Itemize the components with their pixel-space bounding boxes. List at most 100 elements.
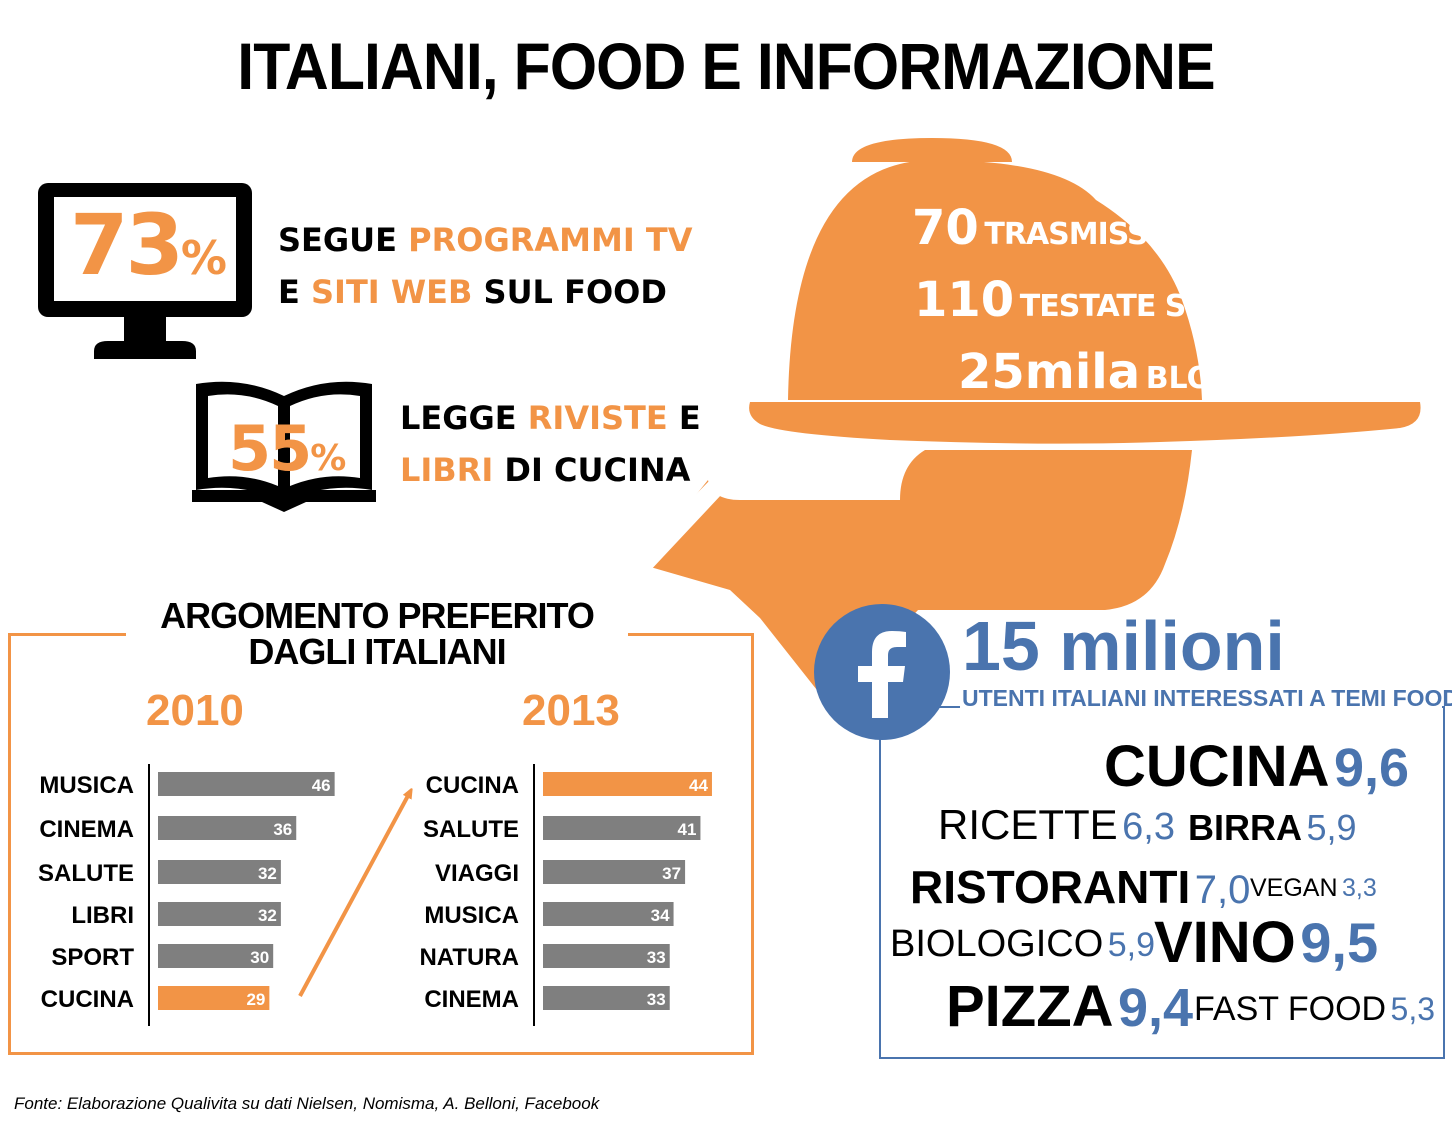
books-percent: 55% <box>228 412 346 485</box>
source-note: Fonte: Elaborazione Qualivita su dati Ni… <box>14 1094 600 1113</box>
topic-word: VINO <box>1154 910 1296 975</box>
category-label: VIAGGI <box>435 860 519 887</box>
media-press-stat: 110 TESTATE STAMPA <box>914 272 1295 328</box>
bar-value-label: 36 <box>273 820 292 839</box>
tv-percent: 73% <box>70 196 227 294</box>
facebook-subtitle: UTENTI ITALIANI INTERESSATI A TEMI FOOD <box>962 685 1452 711</box>
chart-title: ARGOMENTO PREFERITO DAGLI ITALIANI <box>126 596 628 674</box>
category-label: MUSICA <box>424 902 519 929</box>
facebook-headline: 15 milioni <box>962 607 1285 685</box>
topic-word: FAST FOOD <box>1194 990 1387 1028</box>
topic-vino: VINO 9,5 <box>1154 914 1378 972</box>
topic-pizza: PIZZA 9,4 <box>946 978 1193 1036</box>
topic-word: PIZZA <box>946 974 1114 1039</box>
bar-2010-musica <box>158 772 335 796</box>
monitor-icon <box>38 183 252 359</box>
category-label: MUSICA <box>39 772 134 799</box>
year-2013-label: 2013 <box>522 686 620 735</box>
topic-fast-food: FAST FOOD 5,3 <box>1194 992 1435 1026</box>
tv-text-segment: SEGUE <box>278 221 409 259</box>
media-blog-stat: 25mila BLOG <box>958 344 1237 400</box>
topic-value: 5,9 <box>1306 807 1357 848</box>
bar-value-label: 33 <box>647 948 666 967</box>
bar-value-label: 41 <box>678 820 697 839</box>
bar-2013-viaggi <box>543 860 686 884</box>
media-tv-label: TRASMISSIONI TV <box>984 217 1268 252</box>
topic-birra: BIRRA 5,9 <box>1188 810 1357 846</box>
category-label: CINEMA <box>424 986 519 1013</box>
topic-value: 5,9 <box>1107 926 1155 964</box>
bar-value-label: 32 <box>258 906 277 925</box>
page-title: ITALIANI, FOOD E INFORMAZIONE <box>237 29 1215 103</box>
tv-text-highlight: PROGRAMMI TV <box>408 221 693 259</box>
bar-chart: 46 MUSICA 36 CINEMA 32 SALUTE 32 LIBRI 30 SPORT 29… <box>38 764 712 1026</box>
topic-cucina: CUCINA 9,6 <box>1104 738 1409 796</box>
books-text-segment: DI CUCINA <box>493 451 691 489</box>
chart-title-line2: DAGLI ITALIANI <box>248 631 506 672</box>
facebook-icon <box>814 604 950 740</box>
tv-text-highlight: SITI WEB <box>311 273 473 311</box>
bar-2010-cinema <box>158 816 297 840</box>
topic-value: 9,4 <box>1118 978 1194 1038</box>
category-label: SALUTE <box>38 860 134 887</box>
category-label: CINEMA <box>39 816 134 843</box>
bar-2010-libri <box>158 902 281 926</box>
bar-2013-natura <box>543 944 670 968</box>
bar-2010-salute <box>158 860 281 884</box>
media-tv-stat: 70 TRASMISSIONI TV <box>912 200 1269 256</box>
media-tv-number: 70 <box>912 200 979 256</box>
bar-2013-cinema <box>543 986 670 1010</box>
facebook-subtitle-backdrop <box>960 690 1442 714</box>
category-label: LIBRI <box>71 902 134 929</box>
topic-word: RICETTE <box>938 801 1118 848</box>
tv-percent-unit: % <box>180 231 227 285</box>
category-label: NATURA <box>419 944 519 971</box>
topic-ristoranti: RISTORANTI 7,0 <box>910 864 1250 910</box>
bar-value-label: 44 <box>689 776 708 795</box>
bar-value-label: 37 <box>662 864 681 883</box>
year-2010-label: 2010 <box>146 686 244 735</box>
topic-value: 9,5 <box>1300 911 1379 974</box>
bar-2010-sport <box>158 944 274 968</box>
tv-percent-number: 73 <box>70 196 184 294</box>
topic-word: BIOLOGICO <box>890 923 1104 965</box>
books-text-segment: LEGGE <box>400 399 528 437</box>
bar-value-label: 32 <box>258 864 277 883</box>
topic-biologico: BIOLOGICO 5,9 <box>890 925 1155 963</box>
books-text-highlight: LIBRI <box>400 451 494 489</box>
bar-value-label: 29 <box>246 990 265 1009</box>
category-label: SALUTE <box>423 816 519 843</box>
chart-title-line1: ARGOMENTO PREFERITO <box>160 595 595 636</box>
topic-value: 7,0 <box>1194 868 1251 912</box>
topic-word: VEGAN <box>1250 874 1338 902</box>
bar-value-label: 46 <box>312 776 331 795</box>
category-label: CUCINA <box>426 772 519 799</box>
topic-value: 9,6 <box>1334 738 1410 798</box>
serving-cloche-icon <box>620 138 1421 704</box>
media-press-number: 110 <box>914 272 1015 328</box>
media-blog-number: 25mila <box>958 344 1141 400</box>
bar-2013-salute <box>543 816 701 840</box>
topic-value: 6,3 <box>1122 806 1175 848</box>
books-stat-text: LEGGE RIVISTE E LIBRI DI CUCINA <box>400 392 701 496</box>
topic-value: 3,3 <box>1341 874 1377 902</box>
topic-word: CUCINA <box>1104 734 1330 799</box>
media-blog-label: BLOG <box>1145 361 1237 396</box>
books-text-segment: E <box>667 399 701 437</box>
books-percent-unit: % <box>310 438 347 479</box>
topic-ricette: RICETTE 6,3 <box>938 801 1175 848</box>
bar-value-label: 30 <box>250 948 269 967</box>
topic-word: RISTORANTI <box>910 861 1191 913</box>
trend-arrow <box>298 792 410 997</box>
bar-value-label: 34 <box>651 906 670 925</box>
category-label: SPORT <box>51 944 134 971</box>
bar-2013-musica <box>543 902 674 926</box>
bar-2013-cucina <box>543 772 712 796</box>
tv-stat-text: SEGUE PROGRAMMI TV E SITI WEB SUL FOOD <box>278 214 692 318</box>
topic-word: BIRRA <box>1188 807 1302 848</box>
open-book-icon <box>192 381 376 512</box>
topic-vegan: VEGAN 3,3 <box>1250 876 1377 901</box>
media-press-label: TESTATE STAMPA <box>1019 289 1295 324</box>
books-percent-number: 55 <box>228 412 312 485</box>
topic-value: 5,3 <box>1390 991 1436 1027</box>
